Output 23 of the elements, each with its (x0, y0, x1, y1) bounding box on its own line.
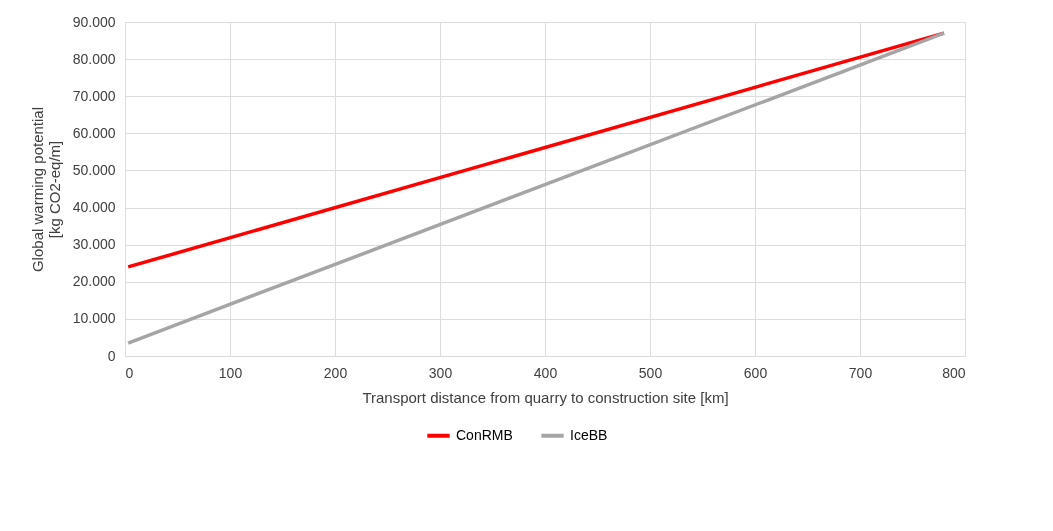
y-tick-label: 10.000 (72, 310, 116, 327)
x-tick-label: 0 (125, 364, 134, 381)
x-tick-label: 100 (218, 364, 243, 381)
y-tick-label: 60.000 (72, 124, 116, 141)
x-tick-label: 500 (638, 364, 663, 381)
y-tick-label: 70.000 (72, 87, 116, 104)
legend-label: ConRMB (456, 426, 513, 443)
y-tick-label: 80.000 (72, 50, 116, 67)
x-tick-label: 700 (848, 364, 873, 381)
x-tick-label: 300 (428, 364, 453, 381)
x-tick-label: 200 (323, 364, 348, 381)
y-tick-label: 30.000 (72, 236, 116, 253)
y-tick-label: 20.000 (72, 273, 116, 290)
x-tick-label: 600 (743, 364, 768, 381)
x-axis-title: Transport distance from quarry to construction site [km] (362, 388, 729, 406)
x-tick-label: 400 (533, 364, 558, 381)
y-tick-label: 50.000 (72, 161, 116, 178)
y-axis-title: Global warming potential [kg CO2-eq/m] (28, 106, 63, 273)
x-tick-label: 800 (942, 364, 966, 381)
y-tick-label: 90.000 (72, 13, 116, 30)
y-tick-label: 40.000 (72, 199, 116, 216)
legend-label: IceBB (570, 426, 608, 443)
y-tick-label: 0 (107, 347, 116, 364)
